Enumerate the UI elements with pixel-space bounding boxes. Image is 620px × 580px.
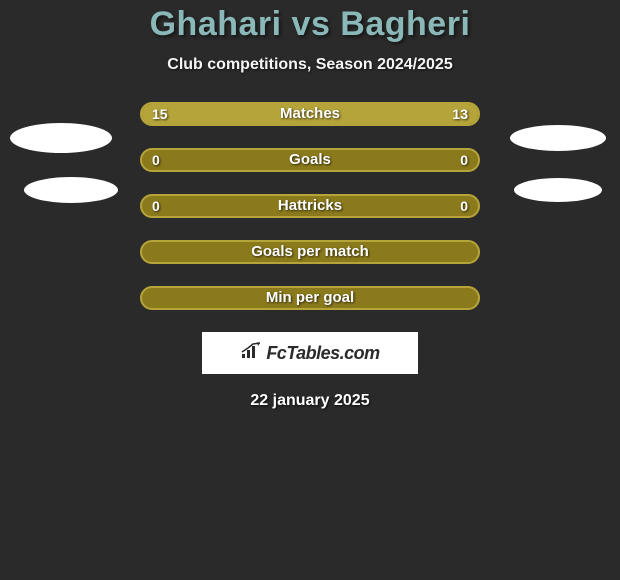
stat-value-right: 0 bbox=[460, 148, 468, 172]
page-subtitle: Club competitions, Season 2024/2025 bbox=[0, 56, 620, 74]
stat-label: Goals bbox=[140, 148, 480, 172]
stat-row-hattricks: 0 Hattricks 0 bbox=[0, 194, 620, 218]
branding-text: FcTables.com bbox=[266, 343, 379, 364]
stat-label: Matches bbox=[140, 102, 480, 126]
branding-panel: FcTables.com bbox=[202, 332, 418, 374]
page-title: Ghahari vs Bagheri bbox=[0, 5, 620, 44]
stat-row-matches: 15 Matches 13 bbox=[0, 102, 620, 126]
stat-label: Goals per match bbox=[140, 240, 480, 264]
stat-value-right: 0 bbox=[460, 194, 468, 218]
stat-label: Hattricks bbox=[140, 194, 480, 218]
stat-row-min-per-goal: Min per goal bbox=[0, 286, 620, 310]
stat-value-right: 13 bbox=[452, 102, 468, 126]
stat-row-goals-per-match: Goals per match bbox=[0, 240, 620, 264]
date-text: 22 january 2025 bbox=[0, 392, 620, 410]
stat-label: Min per goal bbox=[140, 286, 480, 310]
stat-row-goals: 0 Goals 0 bbox=[0, 148, 620, 172]
chart-icon bbox=[240, 342, 262, 365]
